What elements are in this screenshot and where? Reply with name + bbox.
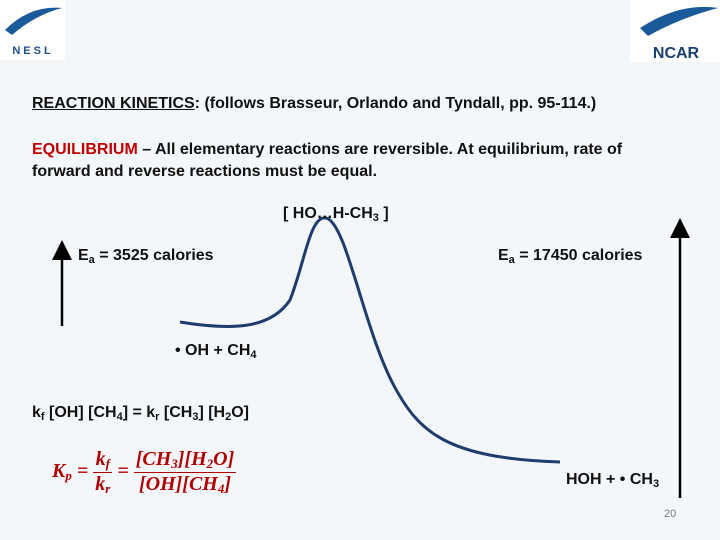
text: [CH xyxy=(159,404,193,421)
text: [OH] [CH xyxy=(44,404,117,421)
kp-equation: Kp = kf kr = [CH3][H2O] [OH][CH4] xyxy=(52,448,237,497)
denominator: kr xyxy=(93,473,112,497)
fraction: [CH3][H2O] [OH][CH4] xyxy=(133,448,237,497)
text: k xyxy=(95,448,106,470)
denominator: [OH][CH4] xyxy=(134,473,237,497)
text: [CH xyxy=(135,448,172,470)
ea-reverse: Ea = 17450 calories xyxy=(498,247,642,266)
subscript: 4 xyxy=(217,481,225,496)
text: = 17450 calories xyxy=(514,247,643,264)
subscript: r xyxy=(155,411,160,423)
text: ][H xyxy=(177,448,207,470)
logo-left-text: NESL xyxy=(12,45,53,57)
fraction: kf kr xyxy=(93,448,113,497)
text: = xyxy=(71,460,89,483)
text: E xyxy=(498,247,509,264)
heading-text: : (follows Brasseur, Orlando and Tyndall… xyxy=(194,95,597,112)
page-number: 20 xyxy=(664,508,677,520)
subscript: a xyxy=(508,254,515,266)
text: O] xyxy=(231,404,250,421)
numerator: kf xyxy=(93,448,113,473)
subscript: r xyxy=(105,481,111,496)
reactants: • OH + CH4 xyxy=(175,342,257,361)
subscript: p xyxy=(65,468,72,484)
subscript: 2 xyxy=(206,456,214,471)
products: HOH + • CH3 xyxy=(566,471,659,490)
subscript: 3 xyxy=(372,212,379,224)
subscript: 3 xyxy=(192,411,199,423)
subscript: f xyxy=(105,456,110,471)
text: [ HO…H-CH xyxy=(283,205,373,222)
heading: REACTION KINETICS: (follows Brasseur, Or… xyxy=(32,95,596,113)
subscript: f xyxy=(40,411,45,423)
subscript: a xyxy=(88,254,95,266)
text: K xyxy=(52,460,66,483)
subscript: 4 xyxy=(116,411,123,423)
text: = xyxy=(117,460,129,483)
logo-left-swoosh xyxy=(5,7,62,35)
ea-forward: Ea = 3525 calories xyxy=(78,247,214,266)
text: ] xyxy=(378,205,389,222)
numerator: [CH3][H2O] xyxy=(133,448,237,473)
text: k xyxy=(95,473,106,495)
text: HOH + • CH xyxy=(566,471,653,488)
text: = 3525 calories xyxy=(94,247,214,264)
equilibrium-label: EQUILIBRIUM xyxy=(32,141,138,158)
rate-equation: kf [OH] [CH4] = kr [CH3] [H2O] xyxy=(32,404,249,423)
text: • OH + CH xyxy=(175,342,251,359)
logo-right-text: NCAR xyxy=(653,45,700,62)
text: ] xyxy=(224,473,232,495)
subscript: 2 xyxy=(225,411,232,423)
logo-right-swoosh xyxy=(640,6,718,36)
subscript: 3 xyxy=(652,478,660,490)
subscript: 3 xyxy=(171,456,178,471)
text: ] = k xyxy=(122,404,156,421)
text: [OH][CH xyxy=(138,473,218,495)
transition-state: [ HO…H-CH3 ] xyxy=(283,205,389,224)
equilibrium: EQUILIBRIUM – All elementary reactions a… xyxy=(32,139,682,183)
text: ] [H xyxy=(198,404,226,421)
subscript: 4 xyxy=(250,349,257,361)
text: O] xyxy=(213,448,235,470)
equilibrium-text: – All elementary reactions are reversibl… xyxy=(32,141,623,180)
text: E xyxy=(78,247,89,264)
text: k xyxy=(32,404,41,421)
energy-curve xyxy=(179,216,561,464)
heading-label: REACTION KINETICS xyxy=(32,95,195,112)
